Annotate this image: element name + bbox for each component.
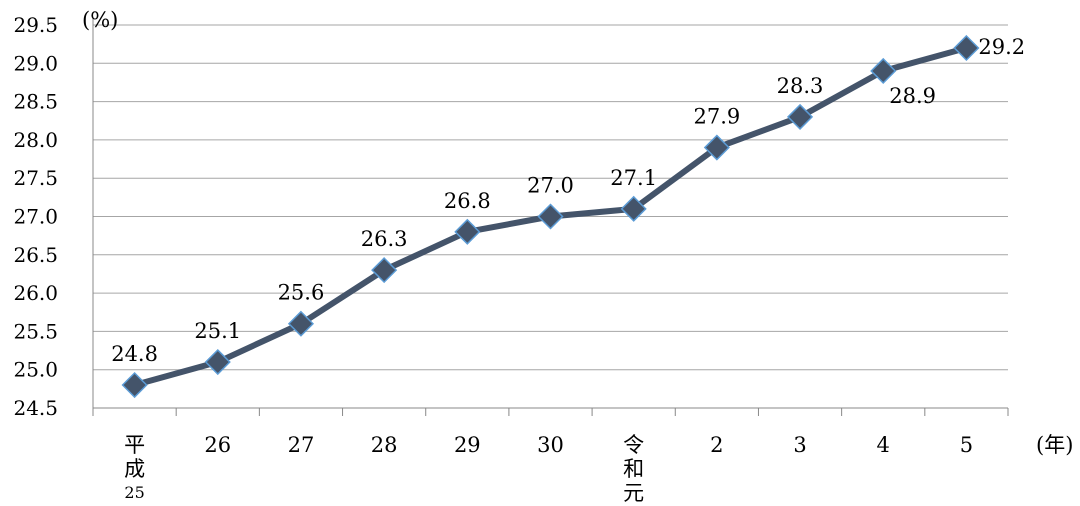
x-tick-label: 30 <box>537 433 564 457</box>
series <box>121 34 980 399</box>
data-point-marker <box>620 195 647 222</box>
x-tick-label-line: 元 <box>623 481 644 505</box>
data-label: 27.1 <box>610 166 657 190</box>
data-point-marker <box>287 310 315 337</box>
data-point-marker <box>371 257 398 284</box>
x-tick-label: 2 <box>710 433 723 457</box>
data-label: 28.3 <box>777 74 824 98</box>
x-tick-label: 29 <box>454 433 481 457</box>
x-tick-label: 平成 25 <box>124 433 145 502</box>
y-tick-label: 29.0 <box>13 51 58 75</box>
x-tick-label: 4 <box>877 433 890 457</box>
y-tick-label: 26.5 <box>13 243 58 267</box>
x-tick-label-line: 令 <box>623 433 644 457</box>
data-label: 29.2 <box>978 35 1025 59</box>
data-point-marker <box>121 371 148 399</box>
y-tick-label: 27.5 <box>13 166 58 190</box>
y-tick-label: 25.5 <box>13 319 58 343</box>
x-tick-label: 3 <box>793 433 806 457</box>
x-tick-label: 令和元 <box>623 433 644 505</box>
x-tick-label: 28 <box>371 433 398 457</box>
data-labels: 24.8 25.1 25.6 26.3 26.8 27.0 27.1 27.9 28.3 28.9… <box>111 35 1025 366</box>
y-axis-unit-label: (%) <box>82 8 118 32</box>
data-point-marker <box>870 57 897 85</box>
y-tick-label: 26.0 <box>13 281 58 305</box>
x-tick-label-line: 5 <box>960 433 973 457</box>
y-tick-label: 29.5 <box>13 13 58 37</box>
data-label: 26.3 <box>361 227 408 251</box>
data-point-marker <box>537 203 564 230</box>
axes <box>92 17 1009 416</box>
y-tick-label: 25.0 <box>13 358 58 382</box>
x-tick-label-sub: 25 <box>124 483 144 502</box>
y-tick-label: 28.0 <box>13 128 58 152</box>
data-label: 25.1 <box>194 319 241 343</box>
data-point-marker <box>454 218 481 245</box>
x-tick-label-line: 27 <box>288 433 315 457</box>
x-axis-ticks: 平成 25 26 27 28 29 30 令和元 2 3 4 5 <box>124 433 973 505</box>
x-tick-label-line: 2 <box>710 433 723 457</box>
x-tick-label-line: 29 <box>454 433 481 457</box>
y-axis-ticks: 24.5 25.0 25.5 26.0 26.5 27.0 27.5 28.0 28.5 29.0… <box>13 13 58 420</box>
x-tick-label: 26 <box>204 433 231 457</box>
x-tick-label: 27 <box>288 433 315 457</box>
y-tick-label: 24.5 <box>13 396 58 420</box>
data-label: 27.9 <box>693 105 740 129</box>
x-tick-label-line: 4 <box>877 433 890 457</box>
x-tick-label-line: 30 <box>537 433 564 457</box>
data-point-marker <box>786 103 814 130</box>
x-tick-label-line: 26 <box>204 433 231 457</box>
x-tick-label: 5 <box>960 433 973 457</box>
x-tick-label-line: 平 <box>124 433 145 457</box>
data-point-marker <box>703 134 730 161</box>
data-label: 26.8 <box>444 189 491 213</box>
data-label: 25.6 <box>278 281 325 305</box>
y-tick-label: 28.5 <box>13 90 58 114</box>
x-axis-unit-label: (年) <box>1036 433 1073 457</box>
x-tick-label-line: 和 <box>623 457 644 481</box>
data-label: 27.0 <box>527 174 574 198</box>
x-tick-label-line: 3 <box>793 433 806 457</box>
data-label: 28.9 <box>889 84 936 108</box>
x-tick-label-line: 成 <box>124 457 145 481</box>
x-tick-label-line: 28 <box>371 433 398 457</box>
data-point-marker <box>204 348 231 376</box>
y-tick-label: 27.0 <box>13 205 58 229</box>
data-label: 24.8 <box>111 342 158 366</box>
data-point-marker <box>953 34 980 62</box>
